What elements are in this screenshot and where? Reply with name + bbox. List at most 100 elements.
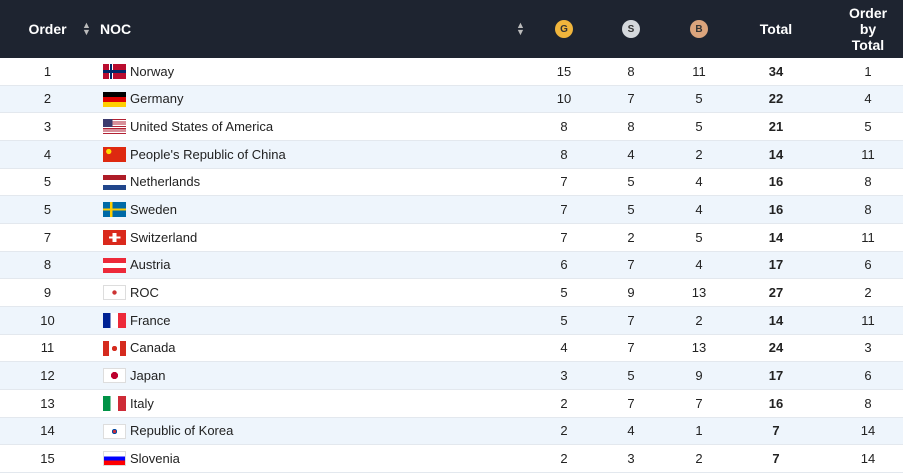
- silver-cell: 7: [627, 395, 635, 411]
- order-by-total-cell: 2: [864, 285, 872, 301]
- bronze-cell: 13: [691, 340, 707, 356]
- header-total[interactable]: Total: [759, 21, 793, 37]
- total-cell: 17: [768, 368, 784, 384]
- sort-icon[interactable]: ▲ ▼: [82, 20, 91, 37]
- silver-icon[interactable]: S: [622, 20, 640, 38]
- bronze-cell: 2: [695, 312, 703, 328]
- total-cell: 21: [768, 119, 784, 135]
- order-by-total-cell: 11: [861, 146, 875, 162]
- flag: [103, 230, 126, 245]
- table-row[interactable]: 14 Republic of Korea 2 4 1 7 14: [0, 417, 903, 446]
- table-row[interactable]: 3 United States of America 8 8 5 21 5: [0, 113, 903, 141]
- table-row[interactable]: 8 Austria 6 7 4 17 6: [0, 251, 903, 280]
- country-name: Germany: [130, 91, 184, 107]
- header-order-by-total[interactable]: Order by Total: [848, 5, 888, 53]
- order-cell: 5: [43, 174, 52, 190]
- header-order[interactable]: Order: [28, 21, 67, 37]
- silver-cell: 8: [627, 119, 635, 135]
- flag: [103, 257, 126, 273]
- order-by-total-cell: 11: [861, 229, 875, 245]
- table-row[interactable]: 9 ROC 5 9 13 27 2: [0, 279, 903, 307]
- total-cell: 14: [768, 312, 784, 328]
- total-cell: 16: [768, 395, 784, 411]
- silver-cell: 7: [627, 91, 635, 107]
- flag: [103, 368, 126, 384]
- bronze-cell: 7: [695, 395, 703, 411]
- total-cell: 24: [768, 340, 784, 356]
- country-name: Italy: [130, 395, 154, 411]
- total-cell: 14: [768, 229, 784, 245]
- table-row[interactable]: 11 Canada 4 7 13 24 3: [0, 335, 903, 363]
- total-cell: 7: [772, 451, 780, 467]
- total-cell: 16: [768, 174, 784, 190]
- total-cell: 7: [772, 423, 780, 439]
- country-name: Slovenia: [130, 451, 180, 467]
- order-cell: 4: [43, 146, 52, 162]
- header-noc[interactable]: NOC: [100, 21, 132, 37]
- silver-cell: 5: [627, 174, 635, 190]
- bronze-cell: 2: [695, 451, 703, 467]
- bronze-cell: 1: [695, 423, 703, 439]
- order-cell: 13: [40, 395, 55, 411]
- flag: [103, 340, 126, 356]
- total-cell: 22: [768, 91, 784, 107]
- gold-icon[interactable]: G: [555, 20, 573, 38]
- country-name: Republic of Korea: [130, 423, 234, 439]
- table-row[interactable]: 1 Norway 15 8 11 34 1: [0, 58, 903, 86]
- silver-cell: 5: [627, 368, 635, 384]
- table-row[interactable]: 10 France 5 7 2 14 11: [0, 307, 903, 335]
- country-name: People's Republic of China: [130, 146, 286, 162]
- order-cell: 5: [43, 202, 52, 218]
- bronze-icon[interactable]: B: [690, 20, 708, 38]
- bronze-cell: 5: [695, 119, 703, 135]
- flag: [103, 174, 126, 190]
- gold-cell: 7: [560, 229, 568, 245]
- bronze-cell: 11: [692, 63, 706, 79]
- country-name: Canada: [130, 340, 176, 356]
- total-cell: 14: [768, 146, 784, 162]
- table-row[interactable]: 15 Slovenia 2 3 2 7 14: [0, 445, 903, 473]
- total-cell: 17: [768, 257, 784, 273]
- gold-cell: 3: [560, 368, 568, 384]
- order-by-total-cell: 4: [864, 91, 872, 107]
- silver-cell: 7: [627, 312, 635, 328]
- bronze-cell: 13: [691, 285, 707, 301]
- table-row[interactable]: 4 People's Republic of China 8 4 2 14 11: [0, 141, 903, 169]
- silver-cell: 4: [627, 423, 635, 439]
- country-name: Netherlands: [130, 174, 201, 190]
- silver-cell: 7: [627, 257, 635, 273]
- bronze-cell: 4: [695, 202, 703, 218]
- bronze-cell: 9: [695, 368, 703, 384]
- total-cell: 27: [768, 285, 784, 301]
- order-by-total-cell: 8: [864, 202, 872, 218]
- gold-cell: 2: [560, 423, 568, 439]
- order-cell: 11: [40, 340, 55, 356]
- table-row[interactable]: 5 Sweden 7 5 4 16 8: [0, 196, 903, 224]
- total-cell: 16: [768, 202, 784, 218]
- total-cell: 34: [768, 63, 784, 79]
- sort-icon[interactable]: ▲ ▼: [516, 20, 525, 37]
- bronze-cell: 5: [695, 91, 703, 107]
- gold-cell: 4: [560, 340, 568, 356]
- bronze-cell: 4: [695, 257, 703, 273]
- table-row[interactable]: 5 Netherlands 7 5 4 16 8: [0, 169, 903, 197]
- order-by-total-cell: 8: [864, 395, 872, 411]
- order-by-total-cell: 1: [864, 63, 872, 79]
- order-by-total-cell: 6: [864, 257, 872, 273]
- bronze-cell: 4: [695, 174, 703, 190]
- flag: [103, 396, 126, 411]
- order-cell: 10: [40, 312, 55, 328]
- table-row[interactable]: 2 Germany 10 7 5 22 4: [0, 85, 903, 114]
- order-cell: 2: [43, 91, 52, 107]
- silver-cell: 7: [627, 340, 635, 356]
- order-by-total-cell: 6: [864, 368, 872, 384]
- country-name: ROC: [130, 285, 159, 301]
- table-row[interactable]: 7 Switzerland 7 2 5 14 11: [0, 224, 903, 252]
- table-row[interactable]: 13 Italy 2 7 7 16 8: [0, 390, 903, 418]
- gold-cell: 5: [560, 285, 568, 301]
- table-row[interactable]: 12 Japan 3 5 9 17 6: [0, 362, 903, 390]
- bronze-cell: 5: [695, 229, 703, 245]
- order-cell: 15: [40, 451, 55, 467]
- order-by-total-cell: 14: [860, 423, 876, 439]
